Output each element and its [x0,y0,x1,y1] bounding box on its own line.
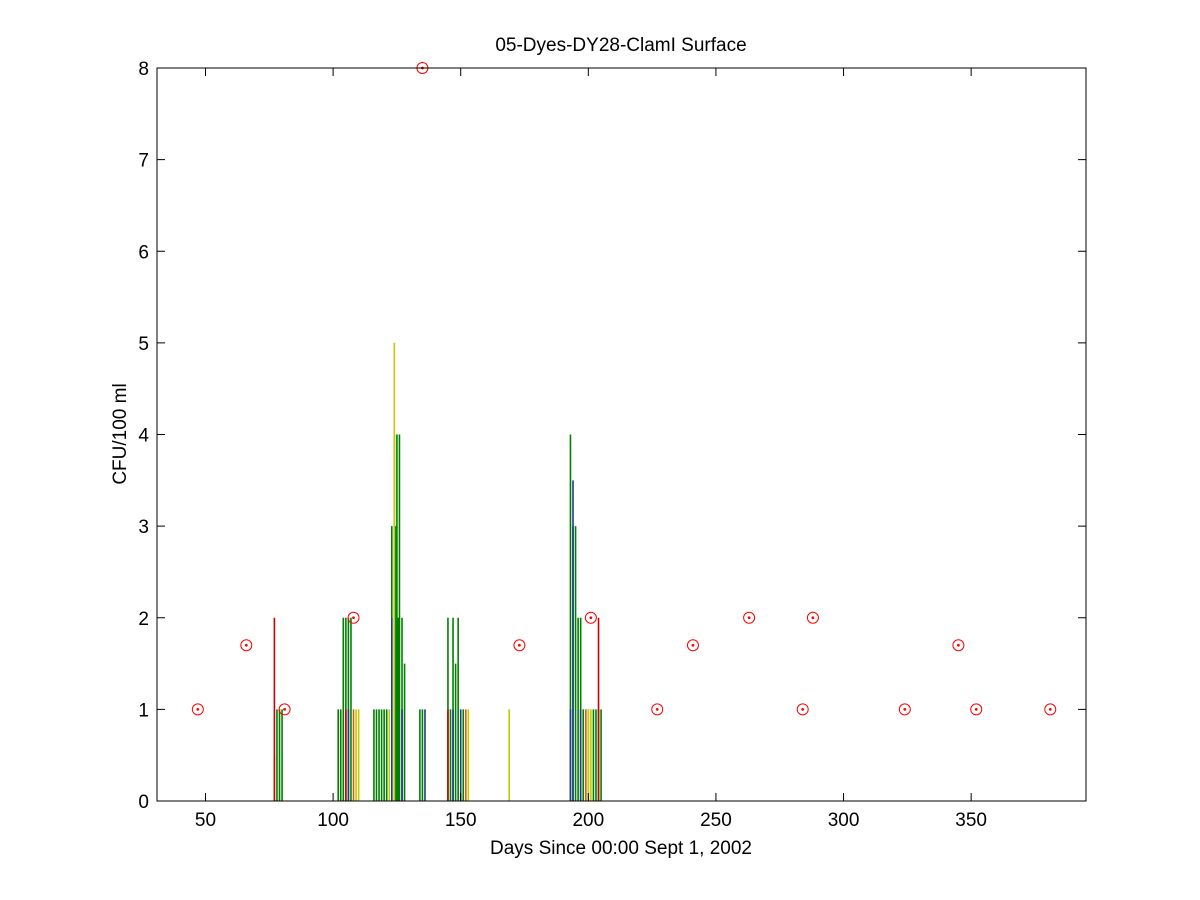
marker-series-layer [191,62,1057,716]
data-point [743,611,756,624]
data-point [240,639,253,652]
x-tick-label: 250 [700,810,732,831]
data-point [584,611,597,624]
y-axis: 0 1 2 3 4 5 6 7 8 [138,59,1086,813]
x-tick-label: 300 [828,810,860,831]
y-tick-label: 3 [138,517,149,538]
y-tick-label: 2 [138,609,149,630]
x-tick-label: 50 [195,810,216,831]
data-point [191,703,204,716]
y-tick-label: 8 [138,59,149,80]
chart-title: 05-Dyes-DY28-ClamI Surface [495,35,746,56]
x-tick-label: 100 [317,810,349,831]
y-tick-label: 7 [138,151,149,172]
data-point [806,611,819,624]
x-axis: 50 100 150 200 250 300 350 [195,68,987,831]
y-tick-label: 6 [138,242,149,263]
y-tick-label: 4 [138,426,149,447]
y-tick-label: 0 [138,792,149,813]
stem-series-layer [273,342,602,801]
data-point [347,611,360,624]
data-point [970,703,983,716]
data-point [1044,703,1057,716]
y-tick-label: 1 [138,700,149,721]
data-point [952,639,965,652]
x-tick-label: 350 [955,810,987,831]
data-point [513,639,526,652]
y-tick-label: 5 [138,334,149,355]
data-point [686,639,699,652]
y-axis-label: CFU/100 ml [110,383,131,484]
plot-area [157,68,1086,801]
x-tick-label: 150 [445,810,477,831]
x-tick-label: 200 [572,810,604,831]
data-point [651,703,664,716]
data-point [898,703,911,716]
data-point [278,703,291,716]
x-axis-label: Days Since 00:00 Sept 1, 2002 [490,838,752,859]
data-point [796,703,809,716]
